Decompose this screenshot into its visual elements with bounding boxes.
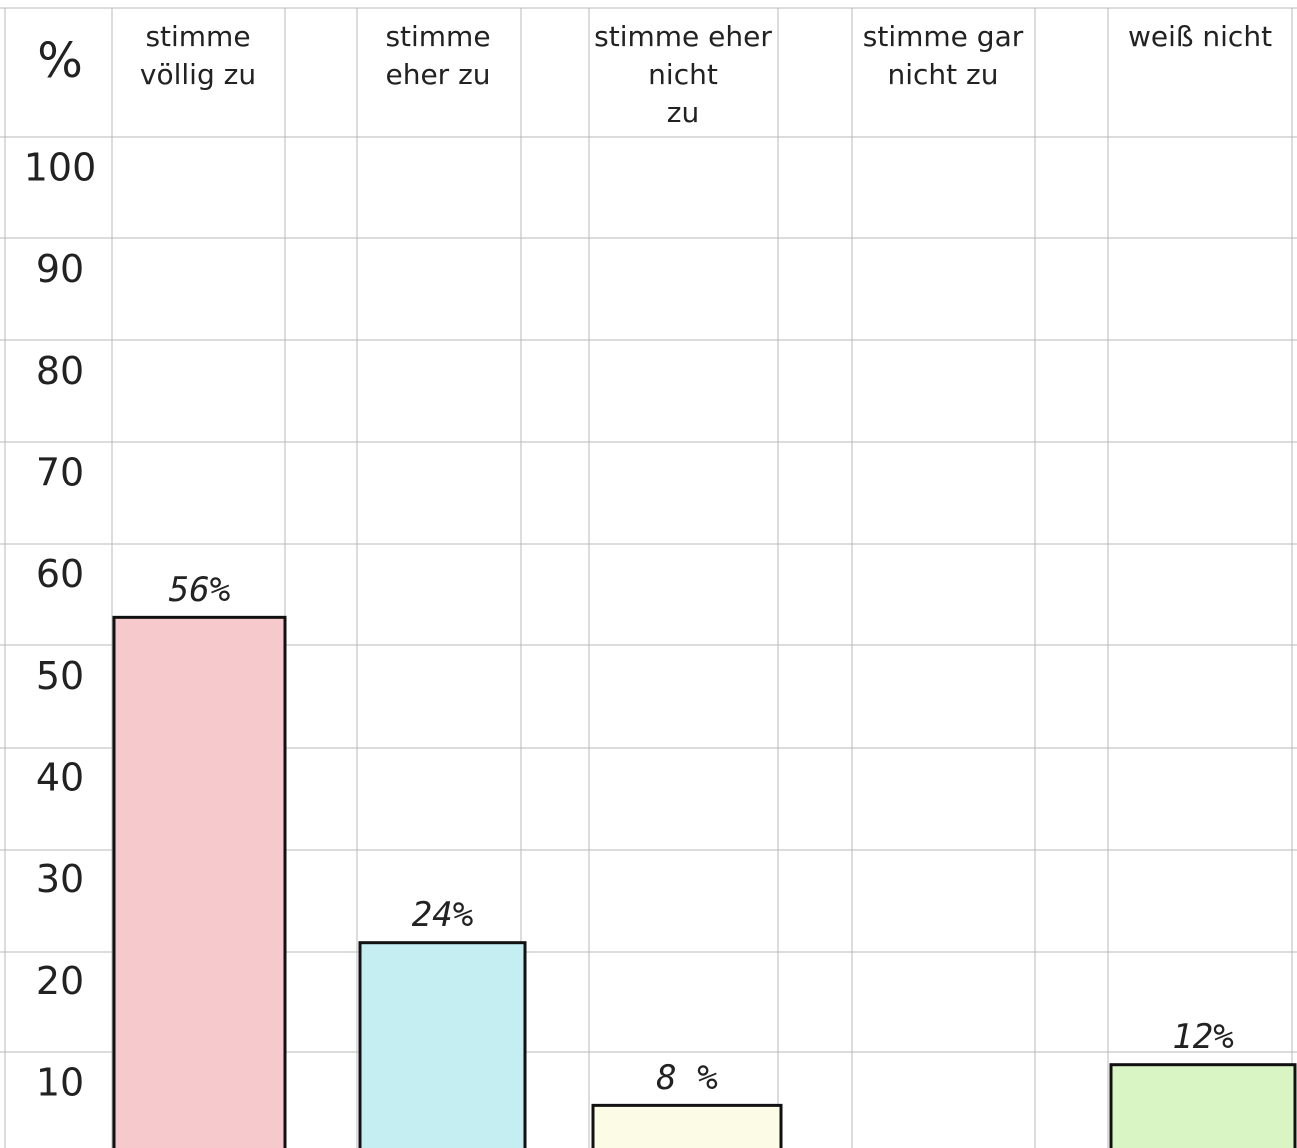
x-tick-label: weiß nicht bbox=[1128, 20, 1272, 53]
y-tick-label: 20 bbox=[36, 959, 84, 1003]
y-tick-label: 80 bbox=[36, 349, 84, 393]
x-tick-label: stimme völlig zu bbox=[140, 20, 256, 91]
bar bbox=[358, 941, 527, 1148]
bar bbox=[112, 615, 287, 1148]
x-tick-label: stimme gar nicht zu bbox=[863, 20, 1024, 91]
y-tick-label: 10 bbox=[36, 1061, 84, 1105]
bar bbox=[591, 1103, 783, 1148]
y-tick-label: 40 bbox=[36, 756, 84, 800]
y-tick-label: 100 bbox=[24, 146, 97, 190]
y-tick-label: 60 bbox=[36, 552, 84, 596]
bar bbox=[1109, 1063, 1297, 1148]
value-label: 24% bbox=[412, 895, 473, 935]
x-tick-label: stimme eher zu bbox=[385, 20, 490, 91]
value-label: 56% bbox=[169, 570, 230, 610]
x-tick-label: stimme eher nicht zu bbox=[594, 20, 772, 129]
y-tick-label: 90 bbox=[36, 247, 84, 291]
value-label: 12% bbox=[1172, 1017, 1233, 1057]
value-label: 8 % bbox=[656, 1058, 717, 1098]
y-tick-label: 50 bbox=[36, 654, 84, 698]
y-axis-label: % bbox=[37, 33, 83, 89]
y-tick-label: 70 bbox=[36, 451, 84, 495]
y-tick-label: 30 bbox=[36, 857, 84, 901]
